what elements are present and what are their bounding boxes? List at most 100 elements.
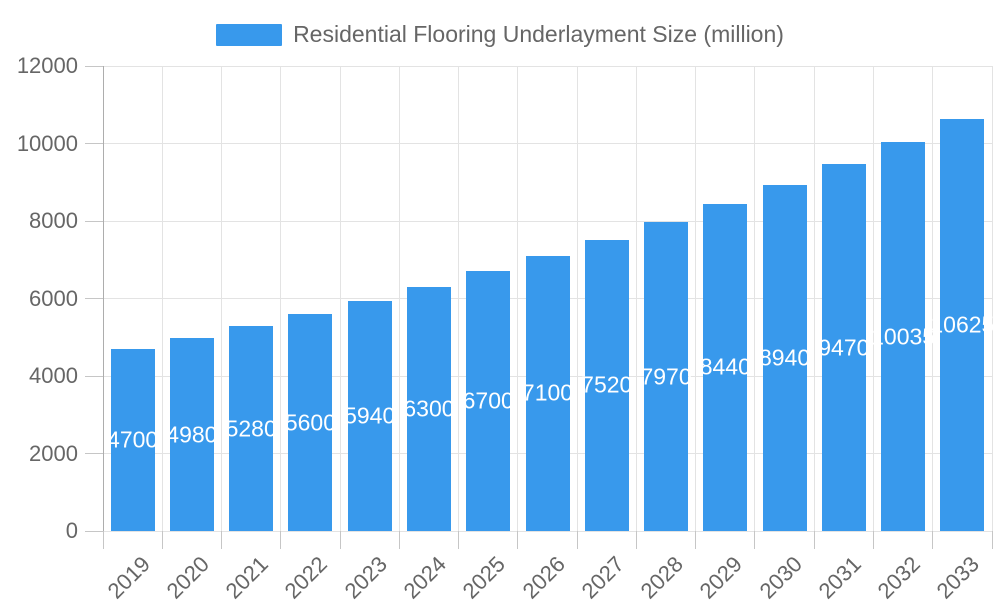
v-gridline bbox=[517, 66, 519, 531]
x-axis-label-2025: 2025 bbox=[457, 551, 511, 600]
y-axis-tick-label: 10000 bbox=[16, 130, 78, 156]
bar-value-label-2033: 10625 bbox=[930, 311, 995, 338]
x-axis-tick bbox=[517, 531, 519, 549]
plot-area: 0 2000 4000 6000 8000 10000 12000 4700 2019 4980 2… bbox=[17, 55, 995, 600]
x-axis-label-2029: 2029 bbox=[694, 551, 748, 600]
x-axis-tick bbox=[339, 531, 341, 549]
x-axis-tick bbox=[576, 531, 578, 549]
bar-2033[interactable]: 10625 bbox=[930, 119, 994, 531]
h-gridline bbox=[103, 530, 992, 532]
y-axis-tick-label: 0 bbox=[65, 518, 78, 543]
v-gridline bbox=[280, 66, 282, 531]
bar-value-label-2020: 4980 bbox=[166, 421, 218, 448]
legend-swatch bbox=[216, 23, 283, 46]
bar-2029[interactable]: 8440 bbox=[700, 203, 751, 531]
v-gridline bbox=[872, 66, 874, 531]
x-axis-label-2027: 2027 bbox=[576, 551, 629, 600]
bar-2032[interactable]: 10035 bbox=[871, 142, 935, 531]
y-axis-tick-label: 4000 bbox=[29, 363, 78, 388]
bar-2023[interactable]: 5940 bbox=[344, 300, 395, 531]
bar-value-label-2030: 8940 bbox=[758, 344, 811, 371]
x-axis-tick bbox=[280, 531, 282, 549]
y-axis-tick bbox=[85, 65, 103, 67]
y-axis-line bbox=[103, 66, 104, 531]
y-axis-tick-label: 12000 bbox=[16, 53, 78, 78]
bar-2031[interactable]: 9470 bbox=[818, 164, 869, 531]
bar-value-label-2027: 7520 bbox=[581, 371, 633, 398]
x-axis-label-2019: 2019 bbox=[102, 551, 155, 600]
v-gridline bbox=[221, 66, 223, 531]
x-axis-label-2028: 2028 bbox=[635, 551, 689, 600]
bar-2026[interactable]: 7100 bbox=[522, 255, 573, 531]
y-axis-tick-label: 8000 bbox=[29, 208, 78, 233]
legend-label: Residential Flooring Underlayment Size (… bbox=[293, 21, 784, 47]
y-axis-tick bbox=[85, 375, 103, 377]
v-gridline bbox=[576, 66, 578, 531]
y-axis-tick-label: 2000 bbox=[29, 440, 78, 466]
bar-2025[interactable]: 6700 bbox=[463, 271, 514, 531]
x-axis-tick bbox=[872, 531, 874, 549]
bar-2022[interactable]: 5600 bbox=[285, 314, 336, 531]
x-axis-tick bbox=[458, 531, 460, 549]
x-axis-tick bbox=[635, 531, 637, 549]
x-axis-tick bbox=[102, 531, 104, 549]
y-axis-tick-label: 6000 bbox=[29, 285, 78, 311]
x-axis-label-2022: 2022 bbox=[280, 551, 333, 600]
bar-value-label-2019: 4700 bbox=[107, 426, 159, 453]
v-gridline bbox=[339, 66, 341, 531]
bar-value-label-2021: 5280 bbox=[225, 415, 277, 442]
legend[interactable]: Residential Flooring Underlayment Size (… bbox=[0, 21, 1000, 48]
v-gridline bbox=[754, 66, 756, 531]
bar-2021[interactable]: 5280 bbox=[226, 326, 277, 531]
y-axis-tick bbox=[85, 298, 103, 299]
x-axis-tick bbox=[221, 531, 223, 549]
bar-2028[interactable]: 7970 bbox=[640, 222, 692, 531]
h-gridline bbox=[103, 220, 992, 222]
bar-value-label-2029: 8440 bbox=[699, 353, 751, 380]
x-axis-tick bbox=[754, 531, 756, 549]
v-gridline bbox=[695, 66, 697, 531]
x-axis-label-2026: 2026 bbox=[517, 551, 570, 600]
x-axis-label-2021: 2021 bbox=[220, 551, 274, 600]
bar-value-label-2024: 6300 bbox=[403, 395, 455, 422]
x-axis-tick bbox=[813, 531, 815, 549]
h-gridline bbox=[103, 65, 992, 67]
y-axis-tick bbox=[85, 530, 103, 532]
bar-2024[interactable]: 6300 bbox=[403, 286, 455, 531]
x-axis-label-2024: 2024 bbox=[398, 551, 451, 600]
y-axis-tick bbox=[85, 220, 103, 222]
x-axis-tick bbox=[932, 531, 934, 549]
v-gridline bbox=[398, 66, 400, 531]
x-axis-tick bbox=[695, 531, 697, 549]
bar-value-label-2031: 9470 bbox=[818, 334, 870, 361]
y-axis-tick bbox=[85, 143, 103, 144]
bar-2030[interactable]: 8940 bbox=[759, 184, 810, 531]
bar-value-label-2028: 7970 bbox=[640, 363, 692, 390]
y-axis-tick bbox=[85, 453, 103, 454]
v-gridline bbox=[635, 66, 637, 531]
v-gridline bbox=[932, 66, 934, 531]
h-gridline bbox=[103, 143, 992, 144]
x-axis-label-2023: 2023 bbox=[339, 551, 392, 600]
x-axis-tick bbox=[161, 531, 163, 549]
bar-value-label-2026: 7100 bbox=[521, 379, 574, 406]
v-gridline bbox=[458, 66, 460, 531]
bar-value-label-2025: 6700 bbox=[462, 387, 514, 414]
x-axis-label-2031: 2031 bbox=[813, 551, 866, 600]
v-gridline bbox=[813, 66, 815, 531]
bar-2027[interactable]: 7520 bbox=[581, 239, 632, 531]
x-axis-tick bbox=[991, 531, 993, 549]
x-axis-label-2033: 2033 bbox=[932, 551, 985, 600]
x-axis-label-2030: 2030 bbox=[754, 551, 807, 600]
bar-2019[interactable]: 4700 bbox=[107, 348, 158, 531]
x-axis-label-2020: 2020 bbox=[161, 551, 214, 600]
bar-value-label-2022: 5600 bbox=[284, 409, 337, 435]
x-axis-tick bbox=[398, 531, 400, 549]
x-axis-label-2032: 2032 bbox=[872, 551, 926, 600]
v-gridline bbox=[161, 66, 163, 531]
bar-value-label-2032: 10035 bbox=[871, 323, 936, 350]
bar-2020[interactable]: 4980 bbox=[166, 338, 217, 531]
v-gridline bbox=[991, 66, 993, 531]
bar-value-label-2023: 5940 bbox=[344, 402, 396, 429]
